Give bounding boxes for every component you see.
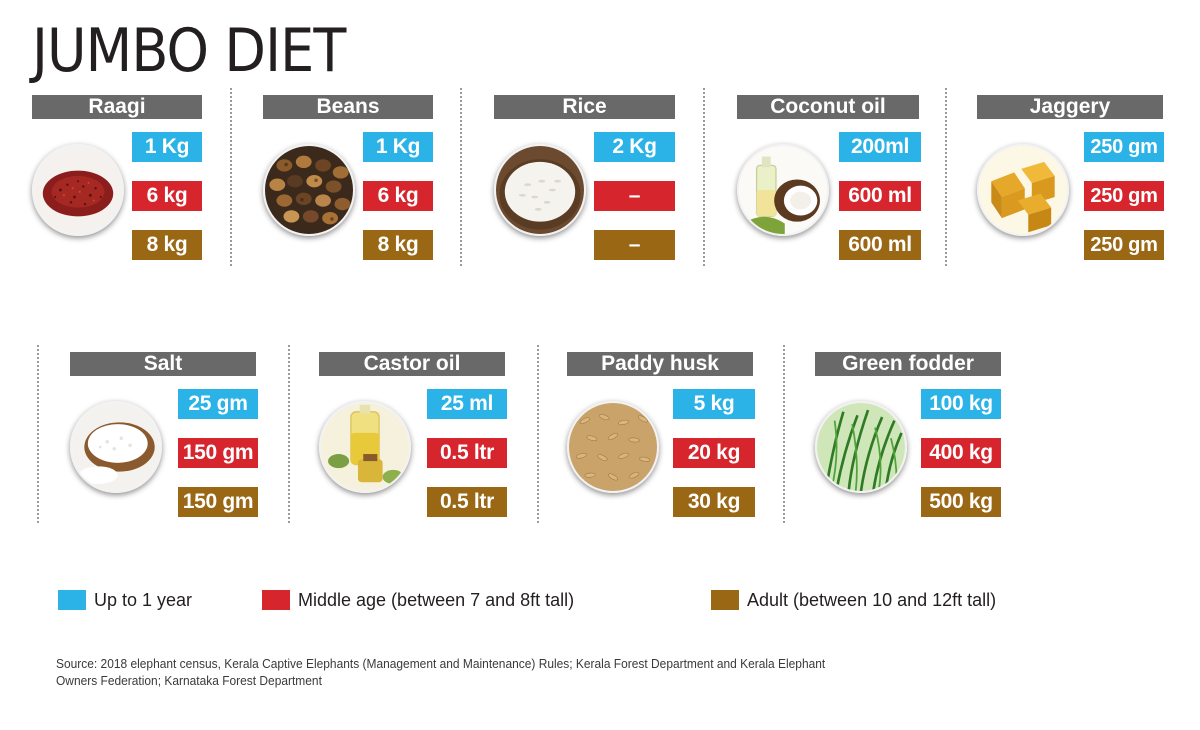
coconut-oil-photo (737, 144, 829, 236)
food-card-salt: Salt 25 gm 150 gm 150 gm (70, 345, 260, 525)
food-name: Coconut oil (737, 95, 919, 119)
food-card-coconut-oil: Coconut oil 200ml 600 ml 600 ml (737, 88, 927, 268)
legend-swatch-middle-age (262, 590, 290, 610)
quantity-up-to-1-year: 100 kg (921, 389, 1001, 419)
food-row-2: Salt 25 gm 150 gm 150 gm Castor oil (0, 345, 1200, 525)
rice-photo (494, 144, 586, 236)
quantity-middle-age: 600 ml (839, 181, 921, 211)
paddy-husk-photo (567, 401, 659, 493)
salt-photo (70, 401, 162, 493)
food-name: Paddy husk (567, 352, 753, 376)
quantity-adult: 500 kg (921, 487, 1001, 517)
divider (945, 88, 947, 266)
divider (288, 345, 290, 523)
legend-swatch-young (58, 590, 86, 610)
divider (703, 88, 705, 266)
quantity-adult: 150 gm (178, 487, 258, 517)
legend-item-young: Up to 1 year (58, 589, 192, 611)
quantity-middle-age: 150 gm (178, 438, 258, 468)
food-name: Green fodder (815, 352, 1001, 376)
quantity-up-to-1-year: 200ml (839, 132, 921, 162)
quantity-adult: 8 kg (132, 230, 202, 260)
food-card-beans: Beans (263, 88, 443, 268)
quantity-middle-age: – (594, 181, 675, 211)
legend-swatch-adult (711, 590, 739, 610)
beans-photo (263, 144, 355, 236)
quantity-middle-age: 400 kg (921, 438, 1001, 468)
food-name: Rice (494, 95, 675, 119)
divider (460, 88, 462, 266)
quantity-adult: 250 gm (1084, 230, 1164, 260)
quantity-adult: – (594, 230, 675, 260)
food-name: Salt (70, 352, 256, 376)
legend-label: Middle age (between 7 and 8ft tall) (298, 589, 575, 610)
food-name: Castor oil (319, 352, 505, 376)
divider (537, 345, 539, 523)
food-card-jaggery: Jaggery 250 gm 250 gm 250 gm (977, 88, 1167, 268)
quantity-up-to-1-year: 25 ml (427, 389, 507, 419)
legend-item-adult: Adult (between 10 and 12ft tall) (711, 589, 996, 611)
page-title: JUMBO DIET (32, 16, 346, 86)
legend: Up to 1 year Middle age (between 7 and 8… (0, 589, 1200, 613)
castor-oil-photo (319, 401, 411, 493)
quantity-adult: 8 kg (363, 230, 433, 260)
food-name: Jaggery (977, 95, 1163, 119)
quantity-up-to-1-year: 2 Kg (594, 132, 675, 162)
quantity-middle-age: 250 gm (1084, 181, 1164, 211)
food-card-green-fodder: Green fodder 100 (815, 345, 1005, 525)
quantity-adult: 0.5 ltr (427, 487, 507, 517)
legend-label: Adult (between 10 and 12ft tall) (747, 589, 997, 610)
food-card-paddy-husk: Paddy husk (567, 345, 757, 525)
quantity-adult: 600 ml (839, 230, 921, 260)
food-card-raagi: Raagi 1 Kg 6 kg 8 kg (32, 88, 212, 268)
divider (230, 88, 232, 266)
divider (783, 345, 785, 523)
quantity-up-to-1-year: 5 kg (673, 389, 755, 419)
green-fodder-photo (815, 401, 907, 493)
food-card-castor-oil: Castor oil 25 ml 0.5 ltr 0.5 ltr (319, 345, 509, 525)
food-name: Beans (263, 95, 433, 119)
source-note: Source: 2018 elephant census, Kerala Cap… (56, 656, 826, 688)
quantity-adult: 30 kg (673, 487, 755, 517)
divider (37, 345, 39, 523)
quantity-up-to-1-year: 25 gm (178, 389, 258, 419)
quantity-middle-age: 20 kg (673, 438, 755, 468)
food-name: Raagi (32, 95, 202, 119)
quantity-up-to-1-year: 250 gm (1084, 132, 1164, 162)
jaggery-photo (977, 144, 1069, 236)
quantity-middle-age: 6 kg (132, 181, 202, 211)
ragi-photo (32, 144, 124, 236)
food-row-1: Raagi 1 Kg 6 kg 8 kg (0, 88, 1200, 268)
quantity-up-to-1-year: 1 Kg (363, 132, 433, 162)
quantity-middle-age: 6 kg (363, 181, 433, 211)
quantity-up-to-1-year: 1 Kg (132, 132, 202, 162)
legend-label: Up to 1 year (94, 589, 193, 610)
quantity-middle-age: 0.5 ltr (427, 438, 507, 468)
legend-item-middle-age: Middle age (between 7 and 8ft tall) (262, 589, 574, 611)
food-card-rice: Rice 2 Kg – – (494, 88, 684, 268)
